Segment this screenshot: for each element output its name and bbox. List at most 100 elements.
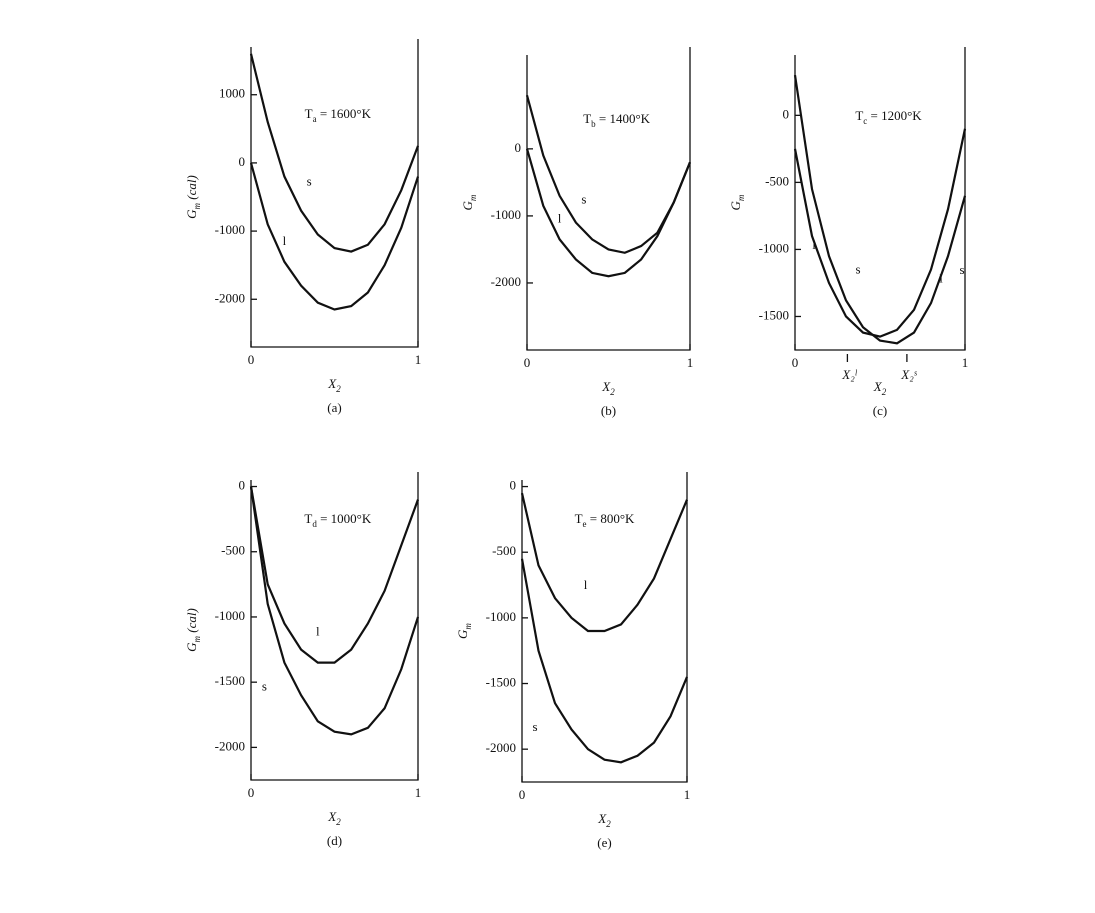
x-tick-label: 0	[248, 352, 255, 367]
curve	[525, 148, 692, 278]
curve	[249, 162, 420, 311]
label-part: 2	[606, 819, 611, 829]
label-part: m	[736, 194, 746, 201]
caption: (c)	[873, 403, 887, 418]
axis-frame	[794, 47, 966, 351]
label-part: m	[463, 623, 473, 630]
x-tick-label: 0	[524, 355, 531, 370]
series-label: s	[262, 679, 267, 694]
x-tick-label: 1	[415, 785, 422, 800]
y-tick-label: -1000	[486, 609, 516, 624]
axis-frame	[521, 472, 688, 783]
series-label: s	[307, 174, 312, 189]
label-part: G	[184, 642, 199, 652]
curve	[249, 486, 420, 736]
label-part: = 800°K	[587, 511, 636, 526]
label-part: X	[601, 379, 611, 394]
label-part: T	[304, 511, 312, 526]
label: Gm	[455, 623, 473, 639]
caption: (b)	[601, 403, 616, 418]
label: X2	[601, 379, 615, 397]
series-label: l	[558, 210, 562, 225]
label-part: b	[591, 119, 596, 129]
x-tick-label: 0	[248, 785, 255, 800]
annotation: X₂ˡ	[841, 367, 857, 382]
y-tick-label: 0	[510, 478, 517, 493]
x-tick-label: 1	[684, 787, 691, 802]
label: X2	[327, 376, 341, 394]
label-part: a	[313, 114, 317, 124]
label-part: = 1200°K	[867, 108, 922, 123]
annotation: X₂ˢ	[900, 367, 917, 382]
label-part: 2	[882, 387, 887, 397]
y-tick-label: -1000	[215, 608, 245, 623]
curve	[793, 74, 967, 345]
y-tick-label: -1000	[215, 222, 245, 237]
label-part: = 1400°K	[596, 111, 651, 126]
axis-frame	[250, 39, 419, 348]
label: Td = 1000°K	[304, 511, 371, 529]
label: X2	[597, 811, 611, 829]
y-tick-label: -1500	[215, 673, 245, 688]
label-part: = 1600°K	[317, 106, 372, 121]
y-tick-label: -500	[765, 173, 789, 188]
label: Gm	[728, 194, 746, 210]
y-tick-label: -1500	[759, 307, 789, 322]
label-part: G	[460, 200, 475, 210]
y-tick-label: -2000	[215, 290, 245, 305]
label: X2	[327, 809, 341, 827]
y-tick-label: -2000	[215, 738, 245, 753]
y-tick-label: -500	[492, 543, 516, 558]
label-part: T	[575, 511, 583, 526]
label-part: m	[192, 635, 202, 642]
series-label: s	[581, 192, 586, 207]
x-tick-label: 1	[962, 355, 969, 370]
series-label: l	[584, 577, 588, 592]
label: Tb = 1400°K	[583, 111, 650, 129]
label-part: X	[597, 811, 607, 826]
y-tick-label: -1500	[486, 675, 516, 690]
label-part: 2	[336, 817, 341, 827]
label: Gm (cal)	[184, 608, 202, 652]
label-part: (cal)	[184, 175, 199, 203]
curve	[793, 128, 967, 338]
curve	[249, 486, 420, 664]
label-part: m	[192, 202, 202, 209]
curve	[520, 558, 689, 764]
label-part: c	[863, 116, 867, 126]
x-tick-label: 1	[687, 355, 694, 370]
label-part: X	[327, 376, 337, 391]
label-part: d	[312, 519, 317, 529]
axis-frame	[526, 47, 691, 351]
curve	[520, 492, 689, 633]
label-part: X	[327, 809, 337, 824]
series-label: s	[855, 261, 860, 276]
series-label: l	[939, 271, 943, 286]
y-tick-label: -1000	[759, 240, 789, 255]
x-tick-label: 0	[792, 355, 799, 370]
y-tick-label: -2000	[486, 740, 516, 755]
label: Ta = 1600°K	[305, 106, 372, 124]
label-part: 2	[610, 387, 615, 397]
y-tick-label: 0	[783, 106, 790, 121]
y-tick-label: -2000	[491, 274, 521, 289]
series-label: s	[532, 719, 537, 734]
label-part: (cal)	[184, 608, 199, 636]
y-tick-label: 0	[515, 140, 522, 155]
label: Gm (cal)	[184, 175, 202, 219]
y-tick-label: 1000	[219, 86, 245, 101]
y-tick-label: 0	[239, 478, 246, 493]
label: Tc = 1200°K	[855, 108, 922, 126]
label-part: m	[468, 194, 478, 201]
axis-frame	[250, 472, 419, 781]
caption: (e)	[597, 835, 611, 850]
label-part: 2	[336, 384, 341, 394]
label-part: T	[305, 106, 313, 121]
series-label: l	[283, 233, 287, 248]
series-label: s	[959, 262, 964, 277]
label-part: e	[583, 519, 587, 529]
label-part: G	[728, 200, 743, 210]
curve	[249, 53, 420, 253]
caption: (a)	[327, 400, 341, 415]
